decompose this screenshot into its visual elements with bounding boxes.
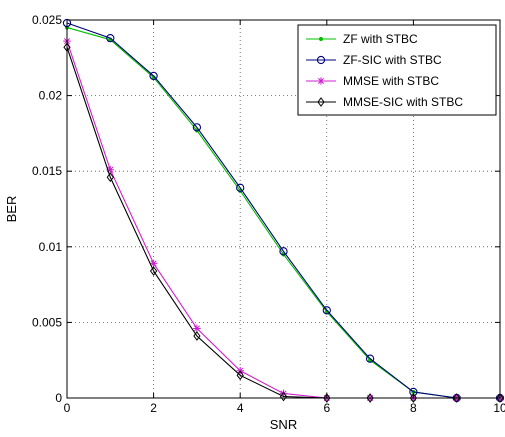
- y-tick-label: 0.01: [39, 240, 63, 254]
- data-point-mmse-with-stbc: [193, 324, 201, 333]
- x-tick-label: 10: [493, 401, 505, 415]
- x-tick-label: 0: [64, 401, 71, 415]
- data-point-mmse-sic-with-stbc: [409, 393, 418, 403]
- data-point-mmse-sic-with-stbc: [106, 172, 114, 183]
- data-point-mmse-with-stbc: [106, 165, 115, 174]
- legend-marker: [317, 77, 325, 85]
- data-point-zf-sic-with-stbc: [236, 183, 245, 192]
- y-tick-label: 0.025: [32, 13, 62, 27]
- legend-label: MMSE with STBC: [343, 74, 439, 88]
- legend-item-zf-with-stbc: ZF with STBC: [306, 32, 418, 46]
- legend-item-zf-sic-with-stbc: ZF-SIC with STBC: [306, 53, 442, 67]
- legend-label: ZF-SIC with STBC: [343, 53, 442, 67]
- data-point-mmse-sic-with-stbc: [236, 370, 244, 381]
- data-point-zf-sic-with-stbc: [106, 33, 115, 43]
- data-point-mmse-with-stbc: [279, 389, 288, 398]
- x-tick-label: 6: [323, 401, 330, 415]
- y-tick-label: 0.015: [32, 164, 62, 178]
- legend-marker: [318, 36, 324, 42]
- x-axis-label: SNR: [270, 417, 297, 432]
- legend-box: [297, 24, 497, 116]
- x-tick-label: 8: [410, 401, 417, 415]
- data-point-mmse-sic-with-stbc: [193, 331, 201, 341]
- data-point-mmse-sic-with-stbc: [496, 393, 504, 403]
- x-tick-label: 4: [237, 401, 244, 415]
- series-zf-sic-with-stbc: [62, 18, 505, 403]
- y-tick-label: 0.02: [39, 89, 63, 103]
- data-point-zf-sic-with-stbc: [149, 71, 158, 81]
- data-point-zf-sic-with-stbc: [365, 354, 375, 363]
- data-point-mmse-sic-with-stbc: [453, 393, 461, 403]
- series-line-zf-sic-with-stbc: [66, 22, 500, 399]
- axis-ticks: 0 2 4 6 8 10 0 0.005 0.01 0.015 0.02 0.025: [32, 13, 505, 415]
- y-tick-label: 0: [55, 391, 62, 405]
- data-point-mmse-sic-with-stbc: [366, 393, 374, 403]
- data-point-zf-sic-with-stbc: [279, 247, 288, 256]
- legend-marker: [316, 55, 326, 65]
- legend-label: MMSE-SIC with STBC: [343, 95, 463, 109]
- data-point-zf-sic-with-stbc: [192, 123, 202, 132]
- data-point-zf-sic-with-stbc: [322, 306, 331, 315]
- data-point-mmse-with-stbc: [149, 259, 158, 268]
- y-axis-label: BER: [4, 196, 19, 223]
- data-point-mmse-sic-with-stbc: [323, 393, 331, 403]
- data-point-mmse-sic-with-stbc: [279, 391, 288, 402]
- legend-item-mmse-with-stbc: MMSE with STBC: [306, 74, 439, 88]
- legend-item-mmse-sic-with-stbc: MMSE-SIC with STBC: [306, 95, 463, 109]
- x-tick-label: 2: [150, 401, 157, 415]
- legend-label: ZF with STBC: [343, 32, 418, 46]
- axes-frame: [66, 19, 501, 399]
- legend: ZF with STBC ZF-SIC with STBC MMSE with ST…: [297, 24, 497, 116]
- legend-marker: [317, 97, 325, 107]
- y-tick-label: 0.005: [32, 315, 62, 329]
- data-point-mmse-sic-with-stbc: [149, 266, 158, 276]
